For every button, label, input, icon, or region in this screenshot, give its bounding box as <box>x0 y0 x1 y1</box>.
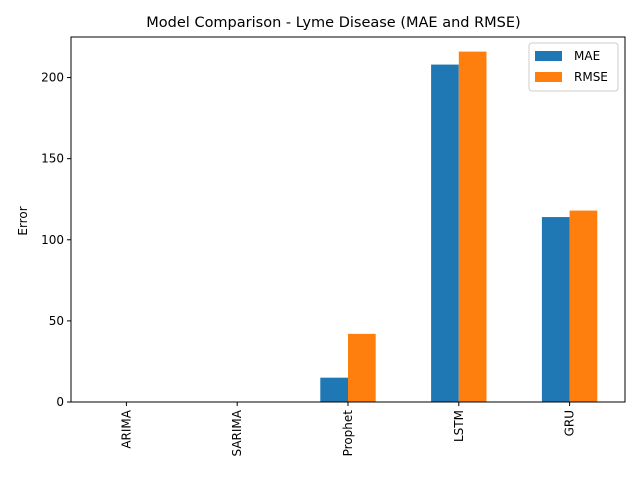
y-tick-label: 200 <box>41 71 64 85</box>
bars-layer <box>320 51 598 403</box>
bar-rmse-prophet <box>348 333 376 402</box>
legend-label-rmse: RMSE <box>574 70 608 84</box>
bar-mae-lstm <box>431 64 459 403</box>
x-tick-label: LSTM <box>452 410 466 442</box>
x-tick-label: Prophet <box>341 410 355 457</box>
x-tick-label: SARIMA <box>230 409 244 456</box>
x-tick-label: ARIMA <box>119 409 133 448</box>
x-tick-label: GRU <box>563 410 577 436</box>
bar-mae-gru <box>541 217 570 402</box>
y-axis-label: Error <box>16 206 30 235</box>
legend-swatch-rmse <box>535 72 562 82</box>
bar-rmse-gru <box>569 210 598 402</box>
y-tick-label: 150 <box>41 152 64 166</box>
y-tick-label: 100 <box>41 233 64 247</box>
chart-title: Model Comparison - Lyme Disease (MAE and… <box>146 15 520 31</box>
y-tick-label: 0 <box>56 395 64 409</box>
legend-label-mae: MAE <box>574 49 600 63</box>
bar-rmse-lstm <box>458 51 487 402</box>
bar-mae-prophet <box>320 377 348 402</box>
plot-frame <box>70 36 626 403</box>
legend-swatch-mae <box>535 51 562 61</box>
y-tick-label: 50 <box>49 314 64 328</box>
ticks-layer: ARIMA SARIMA Prophet LSTM GRU 0 50 100 150 200 <box>41 71 577 457</box>
legend: MAE RMSE <box>528 42 619 92</box>
